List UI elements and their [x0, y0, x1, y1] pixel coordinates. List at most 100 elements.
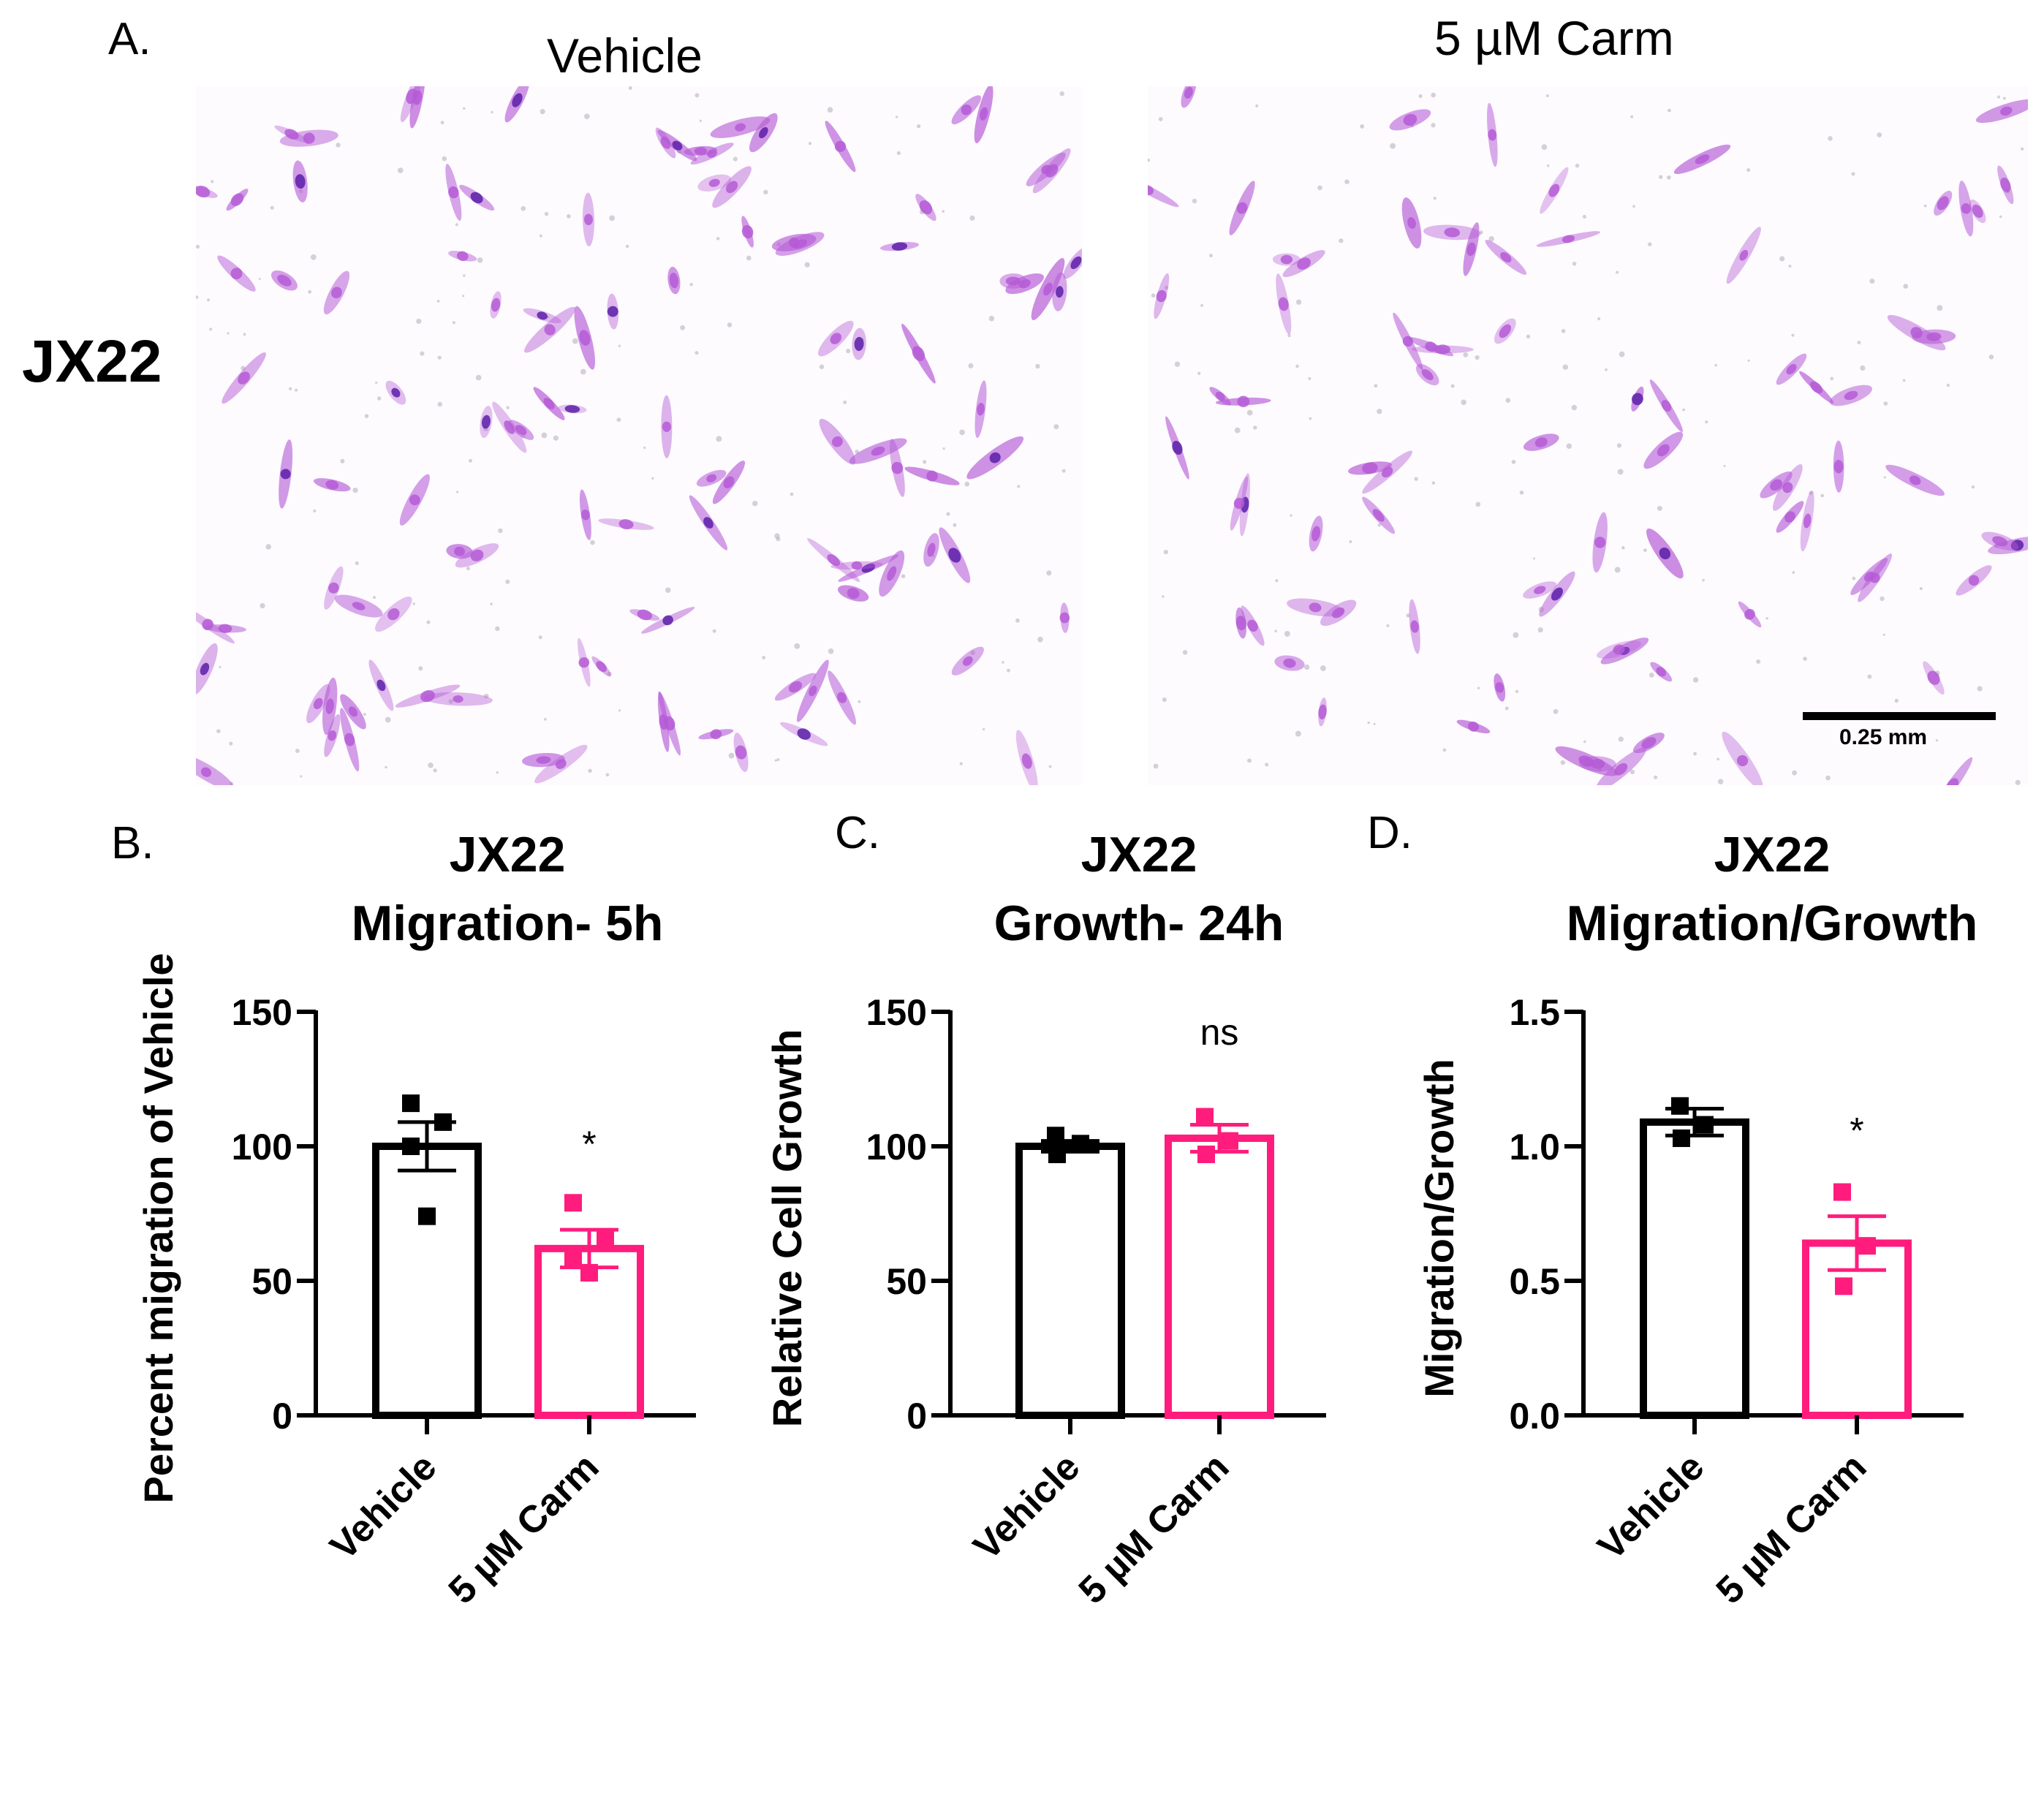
cell-nucleus: [797, 728, 811, 740]
cell-nucleus: [1744, 609, 1755, 620]
cell-nucleus: [1534, 437, 1548, 447]
pore-dot: [694, 351, 699, 355]
pore-dot: [1151, 293, 1156, 298]
cell: [591, 656, 611, 677]
cell: [828, 670, 856, 725]
cell: [217, 255, 256, 292]
y-tick-label: 1.0: [1509, 1127, 1560, 1168]
pore-dot: [1616, 270, 1619, 274]
cell: [1726, 227, 1761, 284]
cell-nucleus: [669, 273, 679, 289]
pore-dot: [1061, 469, 1066, 473]
pore-dot: [420, 351, 425, 356]
cell-nucleus: [313, 697, 323, 710]
cell-nucleus: [607, 306, 618, 317]
cell-nucleus: [1403, 113, 1417, 126]
cell: [966, 436, 1024, 480]
pore-dot: [1716, 757, 1719, 761]
cell-nucleus: [515, 425, 527, 435]
cell-nucleus: [512, 93, 523, 107]
pore-dot: [942, 210, 945, 213]
pore-dot: [258, 278, 261, 281]
pore-dot: [728, 752, 735, 759]
pore-dot: [733, 156, 738, 162]
data-point: [1221, 1132, 1238, 1150]
pore-dot: [289, 387, 292, 390]
pore-dot: [1374, 384, 1378, 388]
data-point: [402, 1094, 420, 1113]
pore-dot: [1857, 341, 1861, 344]
cell: [1650, 662, 1673, 682]
cell: [629, 609, 660, 621]
pore-dot: [216, 729, 221, 733]
cell-nucleus: [1770, 479, 1782, 491]
pore-dot: [372, 596, 376, 599]
cell-nucleus: [1833, 460, 1844, 474]
cell: [819, 418, 856, 465]
cell-nucleus: [1041, 164, 1051, 175]
cell-nucleus: [831, 436, 843, 447]
pore-dot: [1919, 587, 1923, 591]
pore-dot: [968, 363, 974, 368]
pore-dot: [628, 86, 632, 91]
cell: [533, 387, 565, 420]
cell: [1063, 246, 1082, 279]
cell-nucleus: [564, 405, 580, 413]
cell-nucleus: [1500, 251, 1512, 262]
data-point: [1196, 1108, 1214, 1126]
cell-nucleus: [1739, 249, 1749, 261]
pore-dot: [651, 477, 654, 480]
pore-dot: [1828, 136, 1833, 141]
cell: [830, 561, 883, 570]
cell: [1673, 144, 1731, 175]
pore-dot: [355, 561, 359, 566]
pore-dot: [694, 93, 700, 98]
pore-dot: [1791, 333, 1795, 337]
cell: [796, 659, 829, 722]
cell-nucleus: [891, 461, 904, 474]
pore-dot: [1792, 571, 1795, 574]
scale-bar-label: 0.25 mm: [1839, 725, 1928, 749]
cell-nucleus: [837, 692, 847, 703]
data-point: [564, 1250, 582, 1268]
cell-nucleus: [1362, 462, 1378, 474]
pore-dot: [209, 328, 213, 331]
data-point: [1696, 1116, 1714, 1134]
data-point: [1858, 1237, 1876, 1255]
pore-dot: [804, 262, 810, 268]
pore-dot: [1657, 505, 1662, 511]
pore-dot: [1200, 303, 1203, 307]
pore-dot: [1532, 557, 1535, 560]
cell: [1631, 386, 1644, 412]
cell: [448, 251, 477, 262]
panel-a-letter: A.: [108, 14, 151, 64]
cell: [334, 594, 383, 618]
cell-nucleus: [788, 681, 803, 693]
pore-dot: [466, 567, 471, 571]
cell: [1415, 363, 1439, 386]
vehicle-image-title: Vehicle: [547, 29, 703, 83]
cell-nucleus: [703, 517, 713, 529]
cell: [324, 566, 344, 610]
cell: [712, 166, 752, 208]
cell: [774, 673, 817, 701]
cell-nucleus: [303, 132, 315, 144]
cell: [274, 125, 309, 143]
cell: [558, 404, 587, 414]
data-point: [1048, 1146, 1066, 1164]
cell: [324, 714, 341, 757]
pore-dot: [1406, 613, 1410, 618]
cell: [323, 270, 350, 315]
cell-nucleus: [200, 767, 212, 777]
cell: [657, 692, 670, 752]
cell: [490, 291, 501, 319]
pore-dot: [827, 107, 833, 113]
cell-nucleus: [544, 324, 556, 336]
cell-nucleus: [861, 563, 876, 573]
pore-dot: [1883, 401, 1888, 406]
cell-nucleus: [1578, 755, 1594, 767]
cell: [1165, 416, 1189, 480]
cell-nucleus: [1810, 381, 1823, 394]
cell-nucleus: [376, 679, 386, 692]
